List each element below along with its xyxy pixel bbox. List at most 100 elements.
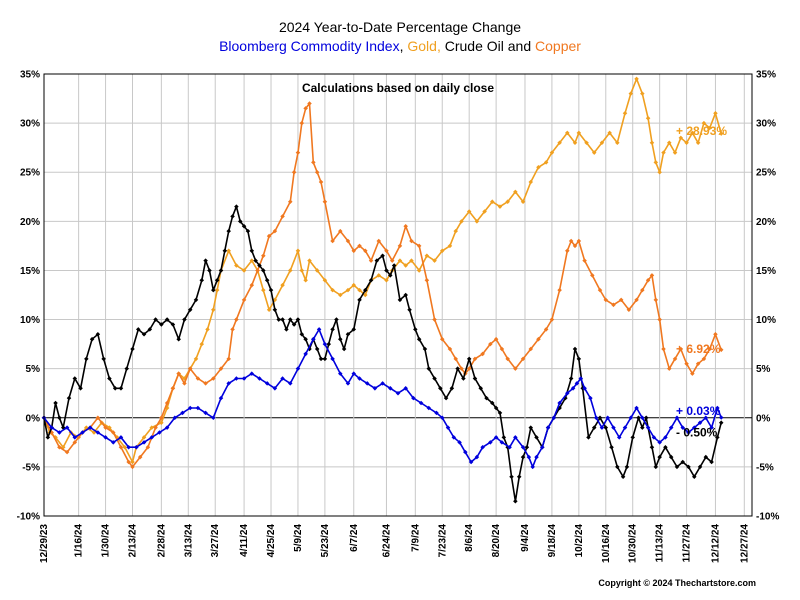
data-point xyxy=(432,258,437,263)
data-point xyxy=(640,415,645,421)
data-point xyxy=(549,317,555,322)
data-point xyxy=(303,351,308,357)
data-point xyxy=(170,386,176,391)
data-point xyxy=(249,258,255,263)
data-point xyxy=(234,376,239,381)
data-point xyxy=(501,435,507,440)
y-tick-label-left: -5% xyxy=(22,462,40,473)
y-tick-label-left: 25% xyxy=(20,168,40,179)
y-tick-label-right: 20% xyxy=(756,217,776,228)
data-point xyxy=(276,317,281,322)
data-point xyxy=(649,273,655,278)
data-point xyxy=(453,356,458,362)
data-point xyxy=(472,376,478,381)
data-point xyxy=(345,381,351,386)
data-point xyxy=(64,449,70,455)
x-tick-label: 10/30/24 xyxy=(628,524,639,563)
data-point xyxy=(628,415,634,421)
data-point xyxy=(516,474,522,479)
data-point xyxy=(513,435,518,440)
data-point xyxy=(488,341,493,347)
data-point xyxy=(388,386,393,391)
data-point xyxy=(218,395,224,401)
x-tick-label: 4/11/24 xyxy=(239,524,250,557)
data-point xyxy=(578,376,584,381)
data-point xyxy=(397,258,403,263)
data-point xyxy=(461,376,466,381)
data-point xyxy=(330,238,335,244)
data-point xyxy=(218,366,224,371)
data-point xyxy=(582,386,587,391)
data-point xyxy=(403,386,408,391)
chart-subtitle: Bloomberg Commodity Index, Gold, Crude O… xyxy=(219,38,581,54)
data-point xyxy=(384,268,389,273)
y-tick-label-right: 5% xyxy=(756,364,771,375)
data-point xyxy=(653,160,659,165)
series-gold xyxy=(41,76,724,465)
x-tick-label: 10/16/24 xyxy=(601,524,612,563)
y-tick-label-right: 30% xyxy=(756,119,776,130)
data-point xyxy=(334,317,339,322)
data-point xyxy=(459,366,464,371)
data-point xyxy=(588,395,593,401)
data-point xyxy=(645,425,651,430)
data-point xyxy=(480,444,485,450)
data-point xyxy=(287,268,293,273)
data-point xyxy=(692,425,697,430)
data-point xyxy=(110,440,116,445)
subtitle-part: Crude Oil and xyxy=(441,38,535,54)
data-point xyxy=(657,317,662,322)
data-point xyxy=(672,356,678,362)
data-point xyxy=(176,371,181,376)
x-tick-label: 5/9/24 xyxy=(293,524,304,552)
data-point xyxy=(453,228,458,234)
y-tick-label-left: -10% xyxy=(17,512,40,523)
x-tick-label: 10/2/24 xyxy=(574,524,585,558)
data-point xyxy=(234,317,239,322)
data-point xyxy=(193,297,199,303)
data-point xyxy=(524,444,530,450)
data-point xyxy=(574,381,580,386)
data-point xyxy=(147,327,153,332)
data-point xyxy=(403,223,408,229)
data-point xyxy=(272,228,278,234)
data-point xyxy=(439,415,445,421)
data-point xyxy=(543,327,549,332)
data-point xyxy=(718,415,724,420)
data-point xyxy=(466,366,472,371)
x-tick-label: 3/27/24 xyxy=(210,524,221,558)
data-point xyxy=(418,400,424,406)
y-tick-label-left: 20% xyxy=(20,217,40,228)
data-point xyxy=(653,464,659,470)
data-point xyxy=(176,336,181,342)
data-point xyxy=(103,435,108,440)
data-point xyxy=(395,390,401,396)
data-point xyxy=(513,499,518,504)
data-point xyxy=(187,307,193,312)
data-point xyxy=(322,278,328,283)
data-point xyxy=(540,444,545,450)
data-point xyxy=(187,405,193,411)
x-tick-label: 2/13/24 xyxy=(128,524,139,558)
data-point xyxy=(520,356,526,362)
data-point xyxy=(249,371,255,376)
data-point xyxy=(520,454,526,460)
data-point xyxy=(222,248,228,254)
data-point xyxy=(426,405,432,411)
data-point xyxy=(611,425,616,430)
data-point xyxy=(697,464,703,470)
data-point xyxy=(413,327,418,332)
x-tick-label: 9/4/24 xyxy=(520,524,531,552)
data-point xyxy=(112,386,118,391)
data-point xyxy=(130,346,135,352)
data-point xyxy=(636,415,641,421)
data-point xyxy=(663,435,668,440)
data-point xyxy=(466,209,472,214)
data-point xyxy=(287,317,293,322)
data-point xyxy=(299,268,305,273)
data-point xyxy=(490,199,495,204)
data-point xyxy=(322,341,328,347)
data-point xyxy=(322,356,328,362)
data-point xyxy=(211,376,216,381)
data-point xyxy=(157,430,162,435)
